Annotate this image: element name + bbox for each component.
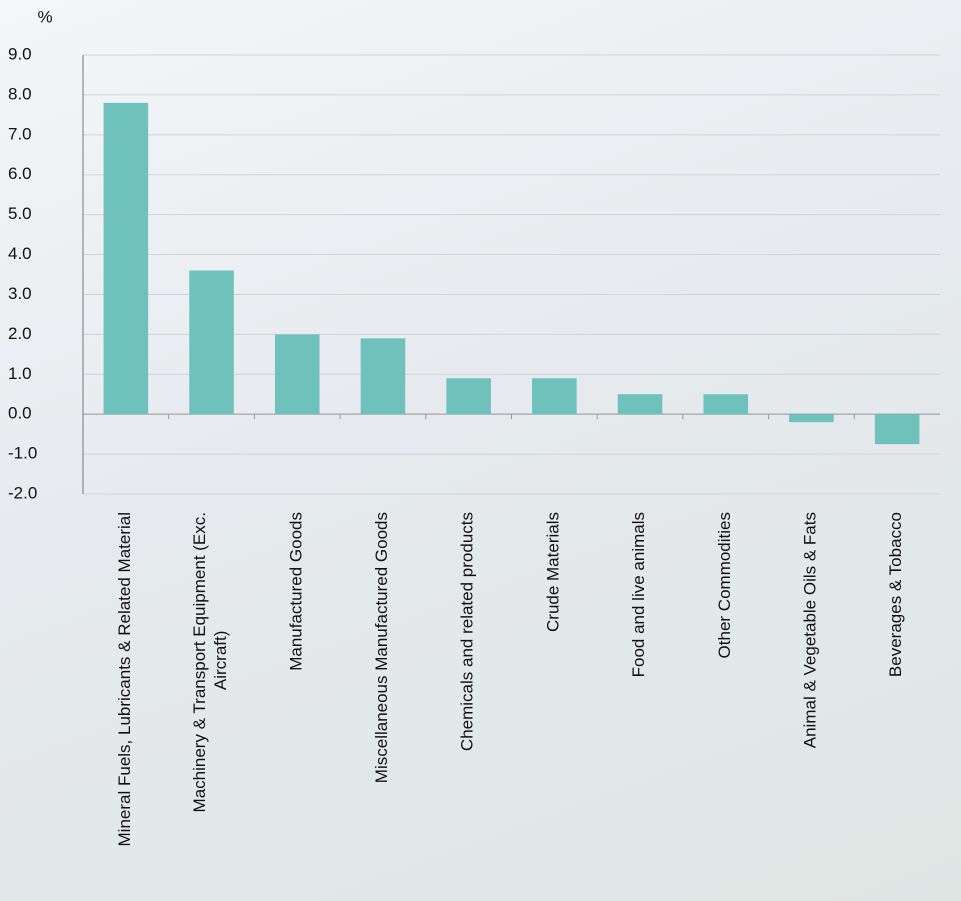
y-tick-label: 5.0 (8, 204, 32, 223)
label-line: Manufactured Goods (287, 512, 306, 671)
bar (189, 270, 234, 415)
label-line: Miscellaneous Manufactured Goods (372, 512, 391, 783)
x-tick-label: Miscellaneous Manufactured Goods (372, 512, 391, 783)
x-tick-label: Crude Materials (544, 512, 563, 632)
x-tick-label: Food and live animals (630, 512, 649, 677)
bar (703, 394, 749, 415)
y-tick-label: 4.0 (8, 244, 32, 263)
x-tick-label: Mineral Fuels, Lubricants & Related Mate… (115, 512, 134, 846)
label-line: Other Commodities (715, 512, 734, 658)
label-line: Food and live animals (630, 512, 649, 677)
bar (532, 378, 577, 415)
y-tick-label: 2.0 (8, 324, 32, 343)
x-tick-label: Animal & Vegetable Oils & Fats (801, 512, 820, 748)
y-tick-label: 3.0 (8, 284, 32, 303)
bar (274, 334, 320, 415)
x-tick-label: Chemicals and related products (458, 512, 477, 751)
y-tick-label: 7.0 (8, 124, 32, 143)
bar (446, 378, 491, 415)
bar (103, 102, 149, 415)
label-line: Beverages & Tobacco (887, 512, 906, 677)
y-tick-label: 1.0 (8, 364, 32, 383)
y-tick-label: -1.0 (8, 444, 37, 463)
label-line: Chemicals and related products (458, 512, 477, 751)
x-tick-label: Manufactured Goods (287, 512, 306, 671)
y-tick-label: -2.0 (8, 483, 37, 502)
x-tick-label: Other Commodities (715, 512, 734, 658)
y-axis-label: % (37, 7, 52, 26)
x-tick-label: Machinery & Transport Equipment (Exc. Ai… (191, 512, 231, 812)
y-tick-label: 6.0 (8, 164, 32, 183)
bar (360, 338, 406, 415)
y-tick-label: 0.0 (8, 404, 32, 423)
label-line: Crude Materials (544, 512, 563, 632)
x-tick-label: Beverages & Tobacco (887, 512, 906, 677)
bar (617, 394, 663, 415)
bar (874, 414, 920, 445)
label-line: Machinery & Transport Equipment (Exc. (191, 512, 210, 812)
y-tick-label: 8.0 (8, 84, 32, 103)
label-line: Aircraft) (212, 631, 231, 694)
label-line: Animal & Vegetable Oils & Fats (801, 512, 820, 748)
y-tick-label: 9.0 (8, 44, 32, 63)
label-line: Mineral Fuels, Lubricants & Related Mate… (115, 512, 134, 846)
bar (789, 414, 834, 423)
